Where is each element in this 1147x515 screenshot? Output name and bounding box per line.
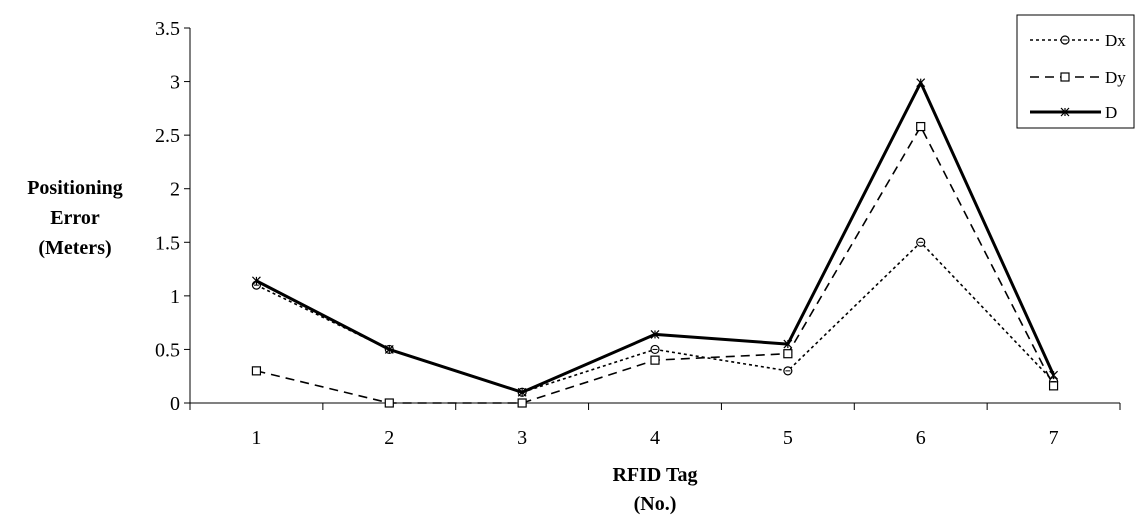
data-point-d [783,339,793,349]
legend-label: Dx [1105,31,1126,50]
series-dx [251,237,1059,397]
data-point-dy [251,366,262,376]
data-point-dy [650,355,660,365]
x-axis: 1 2 3 4 5 6 7 [189,402,1121,449]
y-axis-title: Positioning Error (Meters) [27,177,123,259]
legend-item-d: D [1030,103,1117,122]
data-point-d [650,330,660,339]
data-point-dx [650,344,660,355]
y-axis-title-line: Positioning [27,177,123,199]
legend-item-dx: Dx [1030,31,1126,50]
legend-marker [1060,107,1070,117]
data-point-d [916,78,926,88]
legend-label: Dy [1105,68,1126,87]
legend-label: D [1105,103,1117,122]
x-tick-label: 5 [783,427,793,449]
y-tick-label: 3 [170,72,180,94]
data-point-d [384,345,394,354]
y-tick-label: 2 [170,179,180,201]
x-tick-label: 3 [517,427,527,449]
data-point-dy [1048,381,1059,391]
y-axis-title-line: (Meters) [38,237,111,259]
data-point-dy [916,121,926,132]
legend-item-dy: Dy [1030,68,1126,87]
y-tick-label: 3.5 [155,18,180,40]
series-line-dx [256,241,1055,394]
data-point-d [252,276,261,286]
y-tick-label: 1 [170,286,180,308]
legend-marker [1060,72,1070,82]
x-tick-label: 1 [251,427,261,449]
legend-marker [1060,35,1070,45]
x-tick-label: 7 [1049,427,1059,449]
data-point-d [1049,370,1058,380]
y-tick-label: 0 [170,393,180,415]
y-tick-label: 1.5 [155,232,180,254]
series-dy [251,121,1059,408]
data-point-dx [783,366,793,376]
x-axis-title: RFID Tag (No.) [612,464,697,515]
data-point-dy [783,349,793,359]
y-tick-label: 0.5 [155,339,180,361]
legend-box [1016,14,1135,129]
x-tick-label: 4 [650,427,660,449]
y-axis: 0 0.5 1 1.5 2 2.5 3 3.5 [155,18,191,415]
series-d [252,78,1058,397]
legend: Dx Dy D [1016,14,1135,129]
data-point-d [517,387,527,397]
x-axis-title-line: RFID Tag [612,464,697,486]
data-point-dy [517,398,527,408]
y-tick-label: 2.5 [155,125,180,147]
data-point-dx [916,237,926,247]
data-point-dy [384,398,394,408]
x-tick-label: 2 [384,427,394,449]
series-layer [251,78,1059,408]
x-tick-label: 6 [916,427,926,449]
x-axis-title-line: (No.) [634,493,677,515]
y-axis-title-line: Error [50,207,100,229]
